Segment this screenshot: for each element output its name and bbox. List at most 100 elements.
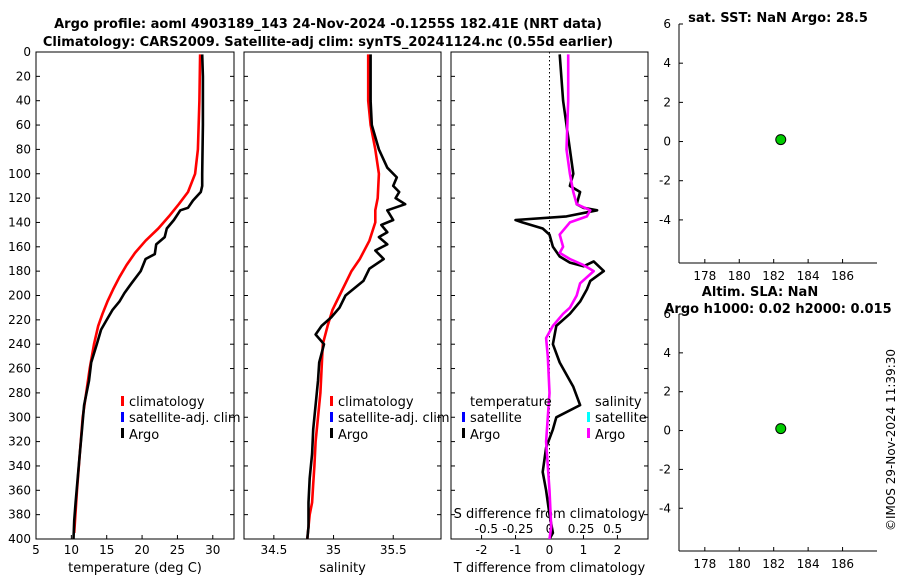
sst-argo-point xyxy=(775,134,787,146)
temperature-xlabel: temperature (deg C) xyxy=(68,561,202,576)
depth-tick-label: 60 xyxy=(16,118,31,132)
legend-satellite-swatch xyxy=(121,412,124,422)
difference-series-temperature-argo xyxy=(514,54,606,540)
depth-tick-label: 320 xyxy=(8,435,31,449)
legend-temperature-argo-label: Argo xyxy=(470,428,500,443)
sla-ytick-label: 4 xyxy=(663,346,671,360)
temperature-xtick-label: 15 xyxy=(99,543,114,557)
legend-climatology-label: climatology xyxy=(129,395,205,410)
legend-salinity-title: salinity xyxy=(595,395,642,410)
difference-xtick-label: -2 xyxy=(476,543,488,557)
temperature-xtick-label: 10 xyxy=(64,543,79,557)
difference-xlabel: T difference from climatology xyxy=(453,561,646,576)
depth-tick-label: 100 xyxy=(8,167,31,181)
legend-climatology-swatch xyxy=(330,396,333,406)
sla-xtick-label: 180 xyxy=(728,557,751,571)
depth-tick-label: 260 xyxy=(8,362,31,376)
salinity-axes-frame xyxy=(243,51,442,540)
sla-ytick-label: 6 xyxy=(663,307,671,321)
sla-xtick-label: 182 xyxy=(762,557,785,571)
legend-salinity-satellite-label: satellite xyxy=(595,411,647,426)
sst-xtick-label: 184 xyxy=(797,269,820,283)
difference-series-salinity-argo xyxy=(544,54,596,540)
depth-tick-label: 120 xyxy=(8,191,31,205)
difference-xtick-label: 0 xyxy=(546,543,554,557)
sla-ytick-label: 0 xyxy=(663,424,671,438)
sla-ytick-label: -4 xyxy=(659,501,671,515)
legend-temperature-satellite-swatch xyxy=(462,412,465,422)
depth-tick-label: 380 xyxy=(8,508,31,522)
temperature-legend: climatology satellite-adj. clim Argo xyxy=(121,395,241,443)
depth-tick-label: 0 xyxy=(23,45,31,59)
sst-xtick-label: 186 xyxy=(831,269,854,283)
depth-tick-label: 180 xyxy=(8,264,31,278)
sst-ytick-label: -4 xyxy=(659,213,671,227)
depth-tick-label: 20 xyxy=(16,69,31,83)
salinity-legend: climatology satellite-adj. clim Argo xyxy=(330,395,450,443)
figure-title-line2: Climatology: CARS2009. Satellite-adj cli… xyxy=(43,35,613,50)
difference-xtick-label: 1 xyxy=(580,543,588,557)
sst-ytick-label: 6 xyxy=(663,17,671,31)
sla-xtick-label: 186 xyxy=(831,557,854,571)
difference-xtick-label: 2 xyxy=(614,543,622,557)
salinity-difference-tick-label: -0.25 xyxy=(502,522,533,536)
legend-argo-swatch xyxy=(330,428,333,438)
depth-tick-label: 340 xyxy=(8,459,31,473)
legend-satellite-swatch xyxy=(330,412,333,422)
depth-tick-label: 400 xyxy=(8,532,31,546)
temperature-xtick-label: 30 xyxy=(205,543,220,557)
sla-ytick-label: 2 xyxy=(663,385,671,399)
sla-panel-title-line2: Argo h1000: 0.02 h2000: 0.015 xyxy=(664,302,891,317)
difference-legend: temperature satellite Argo salinity sate… xyxy=(462,395,647,443)
sla-xtick-label: 178 xyxy=(693,557,716,571)
depth-tick-label: 200 xyxy=(8,289,31,303)
salinity-difference-tick-label: 0.25 xyxy=(568,522,595,536)
salinity-xtick-label: 35 xyxy=(326,543,341,557)
sst-panel-title: sat. SST: NaN Argo: 28.5 xyxy=(688,11,868,26)
sla-xtick-label: 184 xyxy=(797,557,820,571)
salinity-difference-tick-label: -0.5 xyxy=(475,522,498,536)
temperature-xtick-label: 25 xyxy=(170,543,185,557)
legend-satellite-label: satellite-adj. clim xyxy=(338,411,450,426)
depth-tick-label: 140 xyxy=(8,215,31,229)
depth-tick-label: 160 xyxy=(8,240,31,254)
sla-panel-title-line1: Altim. SLA: NaN xyxy=(702,285,818,300)
temperature-series-argo xyxy=(72,54,205,540)
salinity-difference-tick-label: 0 xyxy=(546,522,554,536)
legend-argo-label: Argo xyxy=(338,428,368,443)
legend-salinity-argo-label: Argo xyxy=(595,428,625,443)
sst-ytick-label: 2 xyxy=(663,95,671,109)
salinity-series-argo xyxy=(306,54,407,540)
depth-tick-label: 280 xyxy=(8,386,31,400)
sst-ytick-label: 0 xyxy=(663,135,671,149)
salinity-xtick-label: 34.5 xyxy=(260,543,287,557)
depth-tick-label: 80 xyxy=(16,142,31,156)
sst-xtick-label: 178 xyxy=(693,269,716,283)
depth-tick-label: 220 xyxy=(8,313,31,327)
salinity-difference-tick-label: 0.5 xyxy=(603,522,622,536)
legend-argo-label: Argo xyxy=(129,428,159,443)
temperature-axes-frame xyxy=(35,51,235,540)
legend-climatology-swatch xyxy=(121,396,124,406)
depth-tick-label: 40 xyxy=(16,94,31,108)
legend-salinity-argo-swatch xyxy=(587,428,590,438)
temperature-xtick-label: 20 xyxy=(134,543,149,557)
temperature-xtick-label: 5 xyxy=(32,543,40,557)
sst-xtick-label: 180 xyxy=(728,269,751,283)
legend-temperature-satellite-label: satellite xyxy=(470,411,522,426)
sst-xtick-label: 182 xyxy=(762,269,785,283)
plots-layer: 5 10 15 20 25 3002040608010012014016018020022… xyxy=(8,17,877,576)
legend-climatology-label: climatology xyxy=(338,395,414,410)
sla-ytick-label: -2 xyxy=(659,462,671,476)
timestamp: ©IMOS 29-Nov-2024 11:39:30 xyxy=(884,349,898,531)
legend-temperature-argo-swatch xyxy=(462,428,465,438)
depth-tick-label: 360 xyxy=(8,483,31,497)
salinity-xlabel: salinity xyxy=(319,561,366,576)
temperature-series-climatology xyxy=(72,54,202,533)
legend-salinity-satellite-swatch xyxy=(587,412,590,422)
salinity-xtick-label: 35.5 xyxy=(380,543,407,557)
legend-argo-swatch xyxy=(121,428,124,438)
sst-ytick-label: 4 xyxy=(663,56,671,70)
sst-ytick-label: -2 xyxy=(659,174,671,188)
difference-xtick-label: -1 xyxy=(510,543,522,557)
